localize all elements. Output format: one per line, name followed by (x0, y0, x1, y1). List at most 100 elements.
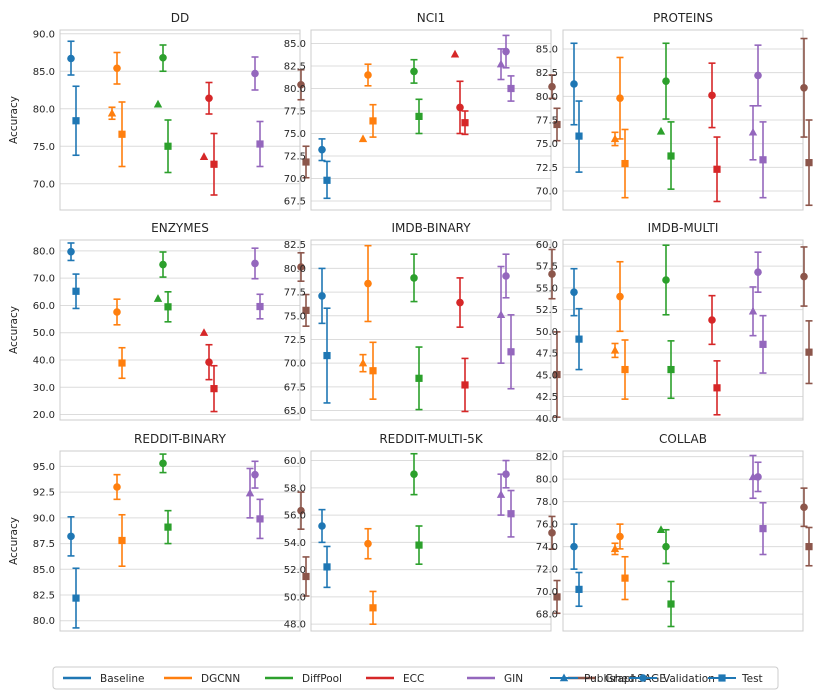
model-group-baseline-8 (570, 523, 583, 608)
subplot-proteins: 70.0 72.5 75.0 77.5 80.0 82.5 85.0 PROTEINS (536, 11, 813, 211)
legend-label-diffpool: DiffPool (302, 673, 342, 685)
model-group-baseline-3 (67, 242, 80, 310)
validation-point-dgcnn-2 (616, 94, 624, 103)
y-tick-label-7-6: 60.0 (284, 456, 306, 467)
test-point-dgcnn-6 (118, 536, 126, 545)
plot-frame-8 (562, 450, 804, 632)
validation-point-diffpool-5 (662, 276, 670, 284)
validation-point-diffpool-8 (662, 542, 670, 551)
legend-marker-published-icon (559, 673, 569, 682)
y-tick-label-8-2: 72.0 (536, 565, 558, 576)
subplot-enzymes: 20.0 30.0 40.0 50.0 60.0 70.0 80.0 ENZYMES Accur… (8, 221, 310, 421)
test-point-dgcnn-3 (118, 359, 126, 367)
validation-point-gin-8 (754, 473, 762, 481)
y-tick-label-5-6: 55.0 (536, 283, 558, 294)
validation-point-dgcnn-8 (616, 532, 624, 541)
model-group-diffpool-6 (159, 453, 172, 545)
model-group-gin-2 (748, 44, 767, 199)
y-tick-label-3-6: 80.0 (33, 246, 55, 257)
y-axis-label-6: Accuracy (8, 517, 20, 565)
subplot-title-nci1: NCI1 (417, 11, 446, 25)
subplot-title-reddit-binary: REDDIT-BINARY (134, 432, 227, 446)
y-tick-label-2-3: 77.5 (536, 116, 558, 127)
model-group-gin-4 (496, 253, 515, 390)
subplot-grid: 70.0 75.0 80.0 85.0 90.0 DD Accuracy 67.5 70.0 72… (8, 11, 813, 632)
test-point-diffpool-5 (667, 365, 675, 374)
y-tick-label-6-1: 82.5 (33, 591, 55, 602)
validation-point-gin-7 (502, 470, 510, 478)
test-point-diffpool-4 (415, 374, 423, 382)
model-group-graphsage-8 (800, 487, 813, 567)
model-group-diffpool-1 (410, 58, 423, 135)
subplot-collab: 68.0 70.0 72.0 74.0 76.0 78.0 80.0 82.0 COLLAB (536, 432, 813, 632)
model-group-diffpool-5 (662, 244, 675, 400)
y-tick-label-5-8: 60.0 (536, 240, 558, 251)
published-point-gin-7 (496, 490, 506, 498)
y-tick-label-1-3: 75.0 (284, 129, 306, 140)
model-group-baseline-4 (318, 267, 331, 404)
model-group-dgcnn-2 (610, 56, 629, 199)
model-group-dgcnn-1 (358, 63, 377, 143)
published-point-gin-1 (496, 59, 506, 68)
model-group-ecc-5 (708, 294, 721, 416)
test-point-gin-0 (256, 140, 264, 148)
validation-point-diffpool-1 (410, 67, 418, 76)
model-group-diffpool-7 (410, 452, 423, 565)
test-point-dgcnn-4 (369, 367, 377, 375)
y-tick-label-1-2: 72.5 (284, 152, 306, 163)
y-tick-label-6-2: 85.0 (33, 565, 55, 576)
validation-point-graphsage-3 (297, 263, 305, 271)
validation-point-ecc-2 (708, 91, 716, 100)
y-tick-label-3-4: 60.0 (33, 301, 55, 312)
legend-label-baseline: Baseline (100, 673, 145, 685)
published-point-diffpool-8 (656, 525, 666, 533)
published-point-dgcnn-1 (358, 134, 368, 143)
test-point-ecc-0 (210, 160, 218, 168)
published-point-dgcnn-5 (610, 345, 620, 354)
model-group-baseline-1 (318, 138, 331, 200)
subplot-title-collab: COLLAB (659, 432, 707, 446)
model-group-ecc-3 (199, 328, 218, 413)
y-tick-label-1-6: 82.5 (284, 62, 306, 73)
plot-area-7 (311, 451, 551, 631)
plot-frame-2 (562, 29, 804, 211)
published-point-dgcnn-2 (610, 134, 620, 143)
plot-frame-7 (310, 450, 552, 632)
y-tick-label-7-4: 56.0 (284, 511, 306, 522)
model-group-gin-8 (748, 454, 767, 556)
y-tick-label-7-0: 48.0 (284, 620, 306, 631)
plot-frame-3 (59, 239, 301, 421)
validation-point-diffpool-7 (410, 470, 418, 478)
y-tick-label-4-3: 72.5 (284, 335, 306, 346)
y-tick-label-3-2: 40.0 (33, 356, 55, 367)
validation-point-baseline-3 (67, 247, 75, 256)
validation-point-dgcnn-0 (113, 64, 121, 73)
model-group-baseline-2 (570, 42, 583, 173)
y-tick-label-2-4: 80.0 (536, 92, 558, 103)
plot-area-5 (563, 240, 803, 420)
test-point-graphsage-2 (805, 159, 813, 167)
plot-area-4 (311, 240, 551, 420)
test-point-gin-8 (759, 525, 767, 533)
y-tick-label-5-7: 57.5 (536, 262, 558, 273)
y-tick-label-3-1: 30.0 (33, 383, 55, 394)
validation-point-gin-2 (754, 71, 762, 80)
legend: BaselineDGCNNDiffPoolECCGINGraphSAGEPubl… (52, 666, 779, 690)
legend-label-test: Test (741, 673, 763, 685)
test-point-diffpool-3 (164, 303, 172, 311)
test-point-dgcnn-7 (369, 604, 377, 612)
published-point-diffpool-2 (656, 126, 666, 135)
model-group-diffpool-8 (656, 525, 675, 628)
test-point-dgcnn-1 (369, 117, 377, 125)
validation-point-graphsage-8 (800, 503, 808, 512)
y-tick-label-1-4: 77.5 (284, 107, 306, 118)
y-tick-label-8-4: 76.0 (536, 520, 558, 531)
model-group-ecc-1 (450, 49, 469, 136)
model-group-graphsage-3 (297, 252, 310, 327)
y-tick-label-4-4: 75.0 (284, 311, 306, 322)
plot-area-0 (60, 30, 300, 210)
test-point-gin-1 (507, 84, 515, 93)
published-point-dgcnn-8 (610, 544, 620, 553)
test-point-baseline-6 (72, 594, 80, 602)
validation-point-ecc-0 (205, 94, 213, 103)
